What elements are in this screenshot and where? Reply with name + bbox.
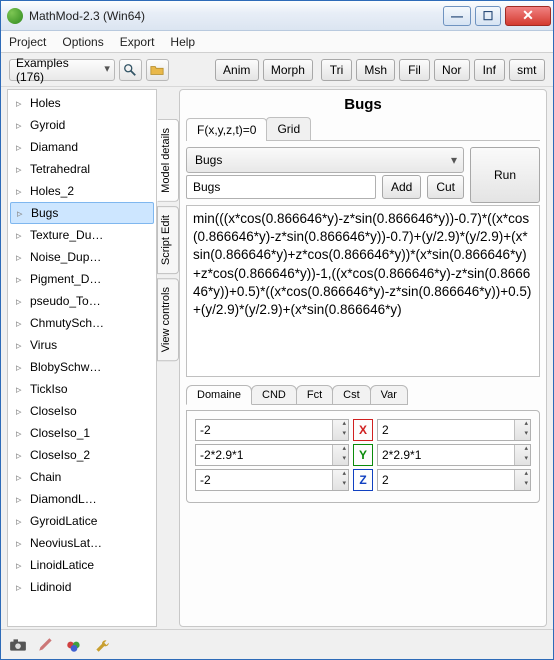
menu-options[interactable]: Options [62, 35, 103, 49]
examples-tree[interactable]: HolesGyroidDiamandTetrahedralHoles_2Bugs… [7, 89, 157, 627]
side-tab-view-controls[interactable]: View controls [157, 278, 179, 361]
tree-item[interactable]: CloseIso [8, 400, 156, 422]
nor-button[interactable]: Nor [434, 59, 470, 81]
x-min-spin[interactable]: -2 [195, 419, 349, 441]
camera-icon[interactable] [9, 636, 27, 654]
tree-item[interactable]: Tetrahedral [8, 158, 156, 180]
tree-item[interactable]: CloseIso_1 [8, 422, 156, 444]
tree-item[interactable]: LinoidLatice [8, 554, 156, 576]
tree-item[interactable]: Noise_Dup… [8, 246, 156, 268]
tree-item[interactable]: CloseIso_2 [8, 444, 156, 466]
morph-button[interactable]: Morph [263, 59, 313, 81]
tree-item[interactable]: BlobySchw… [8, 356, 156, 378]
model-name-input[interactable]: Bugs [186, 175, 376, 199]
status-bar [1, 629, 553, 659]
y-min-spin[interactable]: -2*2.9*1 [195, 444, 349, 466]
add-button[interactable]: Add [382, 175, 421, 199]
z-axis-label: Z [353, 469, 373, 491]
domain-tab-cst[interactable]: Cst [332, 385, 371, 405]
tree-item[interactable]: DiamondL… [8, 488, 156, 510]
zoom-button[interactable] [119, 59, 142, 81]
side-tab-bar: Model details Script Edit View controls [157, 89, 179, 627]
magnifier-icon [123, 63, 137, 77]
app-icon [7, 8, 23, 24]
tree-item[interactable]: Chain [8, 466, 156, 488]
folder-icon [150, 63, 164, 77]
msh-button[interactable]: Msh [356, 59, 396, 81]
menu-bar: Project Options Export Help [1, 31, 553, 53]
wrench-icon[interactable] [93, 636, 111, 654]
cut-button[interactable]: Cut [427, 175, 464, 199]
tree-item[interactable]: Holes_2 [8, 180, 156, 202]
fil-button[interactable]: Fil [399, 59, 429, 81]
model-title: Bugs [186, 94, 540, 117]
model-select-combo[interactable]: Bugs [186, 147, 464, 173]
equation-tabstrip: F(x,y,z,t)=0 Grid [186, 117, 540, 141]
z-max-spin[interactable]: 2 [377, 469, 531, 491]
domain-tab-var[interactable]: Var [370, 385, 408, 405]
z-min-spin[interactable]: -2 [195, 469, 349, 491]
inf-button[interactable]: Inf [474, 59, 505, 81]
examples-combo[interactable]: Examples (176) [9, 59, 115, 81]
x-max-spin[interactable]: 2 [377, 419, 531, 441]
domain-tabstrip: Domaine CND Fct Cst Var [186, 385, 540, 405]
tree-item[interactable]: Virus [8, 334, 156, 356]
domain-panel: -2 X 2 -2*2.9*1 Y 2*2.9*1 -2 Z 2 [186, 410, 540, 503]
app-window: MathMod-2.3 (Win64) — ☐ ✕ Project Option… [0, 0, 554, 660]
maximize-button[interactable]: ☐ [475, 6, 501, 26]
domain-tab-cnd[interactable]: CND [251, 385, 297, 405]
tree-item[interactable]: Lidinoid [8, 576, 156, 598]
tree-item[interactable]: Diamand [8, 136, 156, 158]
menu-help[interactable]: Help [170, 35, 195, 49]
x-axis-label: X [353, 419, 373, 441]
side-tab-model-details[interactable]: Model details [157, 119, 179, 202]
menu-project[interactable]: Project [9, 35, 46, 49]
run-button[interactable]: Run [470, 147, 540, 203]
y-max-spin[interactable]: 2*2.9*1 [377, 444, 531, 466]
minimize-button[interactable]: — [443, 6, 471, 26]
tree-item[interactable]: Texture_Du… [8, 224, 156, 246]
tree-item[interactable]: Bugs [10, 202, 154, 224]
domain-tab-fct[interactable]: Fct [296, 385, 333, 405]
domain-tab-domaine[interactable]: Domaine [186, 385, 252, 405]
y-axis-label: Y [353, 444, 373, 466]
tree-item[interactable]: Holes [8, 92, 156, 114]
formula-textarea[interactable]: min(((x*cos(0.866646*y)-z*sin(0.866646*y… [186, 205, 540, 377]
tree-item[interactable]: ChmutySch… [8, 312, 156, 334]
anim-button[interactable]: Anim [215, 59, 259, 81]
open-folder-button[interactable] [146, 59, 169, 81]
tab-grid[interactable]: Grid [266, 117, 311, 140]
tree-item[interactable]: TickIso [8, 378, 156, 400]
smt-button[interactable]: smt [509, 59, 545, 81]
window-title: MathMod-2.3 (Win64) [29, 9, 439, 23]
tree-item[interactable]: GyroidLatice [8, 510, 156, 532]
tree-item[interactable]: NeoviusLat… [8, 532, 156, 554]
side-tab-script-edit[interactable]: Script Edit [157, 206, 179, 274]
tree-item[interactable]: Gyroid [8, 114, 156, 136]
close-button[interactable]: ✕ [505, 6, 551, 26]
title-bar[interactable]: MathMod-2.3 (Win64) — ☐ ✕ [1, 1, 553, 31]
palette-icon[interactable] [65, 636, 83, 654]
tree-item[interactable]: pseudo_To… [8, 290, 156, 312]
equation-tab-body: Bugs Run Bugs Add Cut min(((x*cos(0.8666… [186, 141, 540, 622]
tab-equation[interactable]: F(x,y,z,t)=0 [186, 118, 267, 141]
tree-item[interactable]: Pigment_D… [8, 268, 156, 290]
main-content: HolesGyroidDiamandTetrahedralHoles_2Bugs… [1, 87, 553, 629]
menu-export[interactable]: Export [120, 35, 155, 49]
top-toolbar: Examples (176) Anim Morph Tri Msh Fil No… [1, 53, 553, 87]
model-details-panel: Bugs F(x,y,z,t)=0 Grid Bugs Run Bugs Add… [179, 89, 547, 627]
tri-button[interactable]: Tri [321, 59, 352, 81]
brush-icon[interactable] [37, 636, 55, 654]
